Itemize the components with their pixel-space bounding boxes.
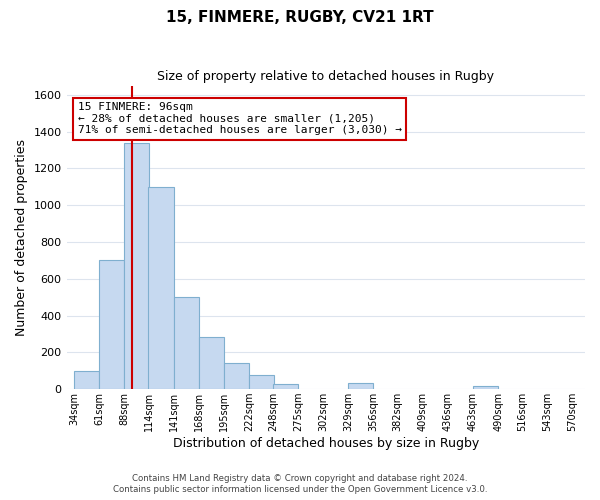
Text: 15, FINMERE, RUGBY, CV21 1RT: 15, FINMERE, RUGBY, CV21 1RT (166, 10, 434, 25)
Bar (173, 297, 199, 389)
Bar (124, 142, 149, 389)
Bar (473, 386, 498, 389)
Text: 15 FINMERE: 96sqm
← 28% of detached houses are smaller (1,205)
71% of semi-detac: 15 FINMERE: 96sqm ← 28% of detached hous… (78, 102, 402, 136)
Bar (349, 382, 373, 389)
X-axis label: Distribution of detached houses by size in Rugby: Distribution of detached houses by size … (173, 437, 479, 450)
Bar (74, 371, 99, 389)
Bar (99, 260, 124, 389)
Text: Contains HM Land Registry data © Crown copyright and database right 2024.
Contai: Contains HM Land Registry data © Crown c… (113, 474, 487, 494)
Bar (199, 336, 224, 389)
Bar (249, 376, 274, 389)
Bar (224, 364, 249, 389)
Title: Size of property relative to detached houses in Rugby: Size of property relative to detached ho… (157, 70, 494, 83)
Y-axis label: Number of detached properties: Number of detached properties (15, 139, 28, 336)
Bar (148, 187, 173, 389)
Bar (273, 384, 298, 389)
